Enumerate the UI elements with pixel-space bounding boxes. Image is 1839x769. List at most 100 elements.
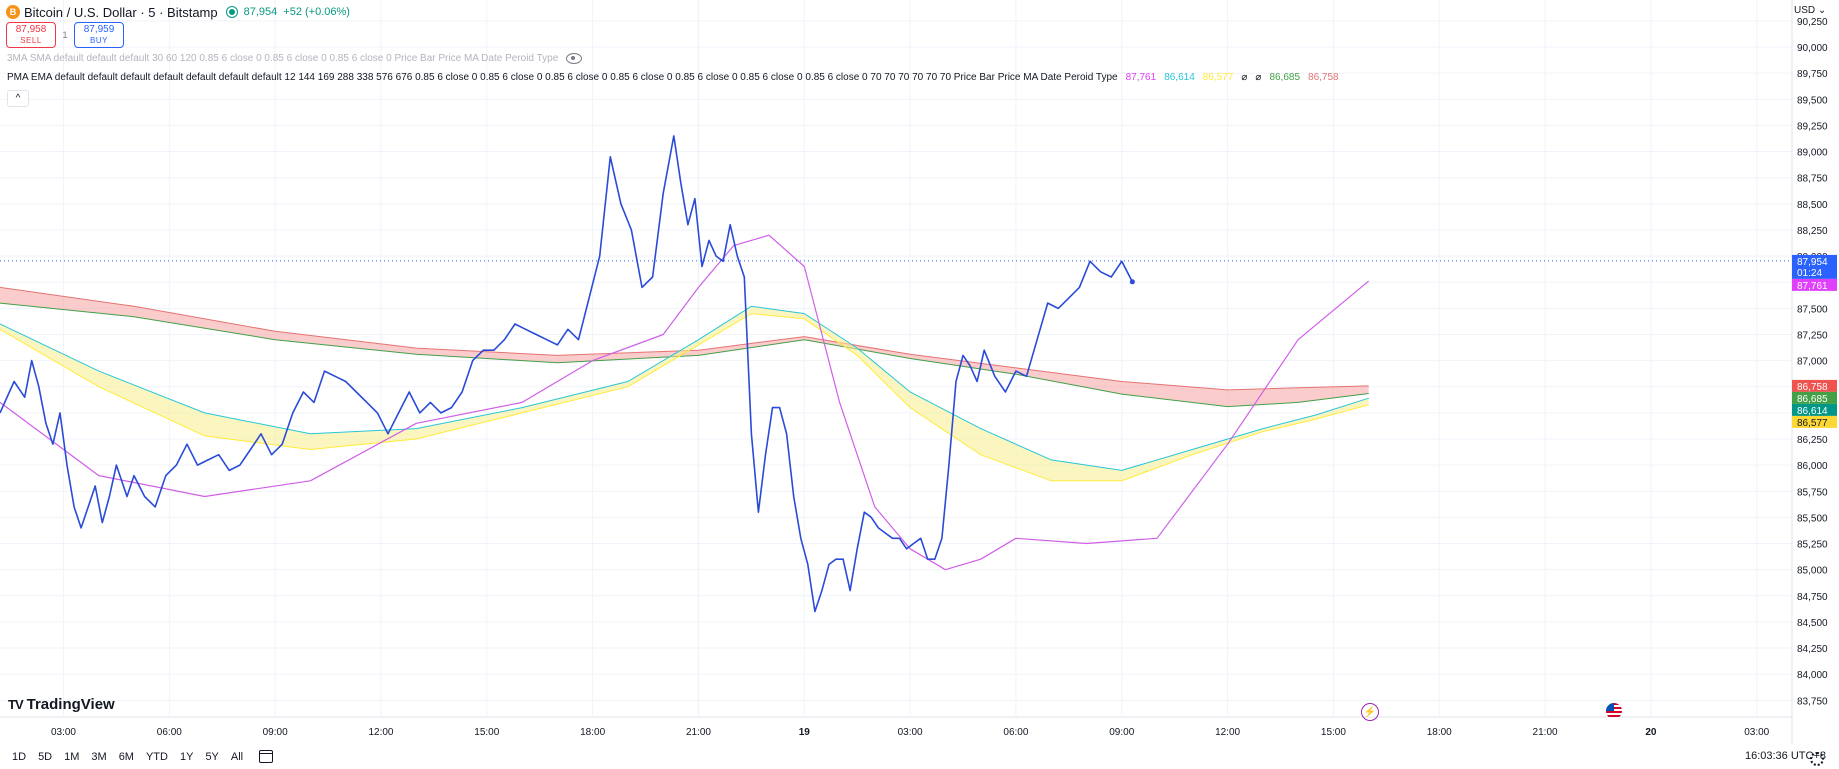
- price-tick-label: 85,250: [1797, 540, 1828, 551]
- fast-ma-line: [0, 234, 1370, 571]
- settings-gear-icon[interactable]: [1810, 752, 1824, 766]
- price-tag-2: 86,758: [1797, 382, 1828, 393]
- time-tick-label: 03:00: [1744, 727, 1769, 738]
- buy-button[interactable]: 87,959 BUY: [74, 22, 124, 48]
- header-change: +52 (+0.06%): [283, 6, 350, 18]
- time-tick-label: 18:00: [580, 727, 605, 738]
- price-tick-label: 88,250: [1797, 226, 1828, 237]
- range-button-5y[interactable]: 5Y: [205, 750, 219, 763]
- clock[interactable]: 16:03:36 UTC+8: [1744, 750, 1826, 762]
- price-tick-label: 87,250: [1797, 330, 1828, 341]
- price-tick-label: 90,250: [1797, 17, 1828, 28]
- price-tick-label: 83,750: [1797, 696, 1828, 707]
- time-tick-label: 09:00: [263, 727, 288, 738]
- tradingview-logo[interactable]: TV TradingView: [8, 696, 115, 713]
- bitcoin-logo-icon: B: [6, 5, 20, 19]
- chevron-up-icon: ^: [15, 93, 21, 104]
- price-tag-bg-1: [1792, 278, 1837, 291]
- symbol-title-row[interactable]: B Bitcoin / U.S. Dollar · 5 · Bitstamp 8…: [6, 4, 350, 20]
- range-button-all[interactable]: All: [230, 750, 244, 763]
- price-tick-label: 89,750: [1797, 69, 1828, 80]
- price-tag-bg-5: [1792, 415, 1837, 428]
- price-axis[interactable]: 83,750 84,000 84,250 84,500 84,750 85,000 85,2…: [1791, 0, 1839, 744]
- collapse-indicators-button[interactable]: ^: [7, 90, 29, 107]
- tradingview-logo-text: TradingView: [26, 696, 115, 713]
- price-tag-1: 87,761: [1797, 281, 1828, 292]
- range-button-1d[interactable]: 1D: [12, 750, 27, 763]
- price-tick-label: 87,500: [1797, 304, 1828, 315]
- price-line: [0, 135, 1134, 613]
- us-flag-event-icon[interactable]: [1606, 703, 1622, 719]
- price-tag-bg-2: [1792, 379, 1837, 392]
- price-tick-label: 84,500: [1797, 618, 1828, 629]
- price-tag-3: 86,685: [1797, 394, 1828, 405]
- last-price-dot: [1129, 279, 1135, 285]
- indicator-value-1: 86,614: [1164, 72, 1195, 83]
- price-tick-label: 85,750: [1797, 487, 1828, 498]
- indicator-value-5: 86,685: [1269, 72, 1301, 83]
- currency-selector[interactable]: USD ⌄: [1794, 5, 1826, 16]
- indicator-value-0: 87,761: [1125, 72, 1157, 83]
- symbol-title[interactable]: Bitcoin / U.S. Dollar · 5 · Bitstamp: [24, 4, 218, 20]
- long-ma-band-edge-b: [0, 286, 1369, 391]
- time-tick-label: 21:00: [1533, 727, 1558, 738]
- time-tick-label: 12:00: [368, 727, 393, 738]
- mid-ma-band: [0, 306, 1369, 481]
- eye-hidden-icon[interactable]: [566, 53, 583, 64]
- time-tick-label: 20: [1645, 727, 1657, 738]
- buy-label: BUY: [90, 36, 108, 45]
- range-button-6m[interactable]: 6M: [118, 750, 134, 763]
- long-ma-band: [0, 287, 1369, 407]
- indicator-pma[interactable]: PMA EMA default default default default …: [7, 72, 1339, 83]
- price-tag-bg-3: [1792, 391, 1837, 404]
- bottom-toolbar: 1D 5D 1M 3M 6M YTD 1Y 5Y All 16:03:36 UTC+8: [0, 744, 1839, 769]
- price-tick-label: 89,000: [1797, 148, 1828, 159]
- header-last-price: 87,954: [243, 6, 278, 18]
- sell-label: SELL: [20, 36, 42, 45]
- range-button-1m[interactable]: 1M: [64, 750, 80, 763]
- price-tag-0: 87,954: [1797, 257, 1828, 268]
- time-tick-label: 18:00: [1427, 727, 1452, 738]
- flash-event-icon[interactable]: ⚡: [1361, 703, 1379, 721]
- range-button-1y[interactable]: 1Y: [179, 750, 194, 763]
- calendar-icon[interactable]: [259, 750, 274, 763]
- indicator-pma-values: 87,761 86,614 86,577 ⌀ ⌀ 86,685 86,758: [1118, 72, 1339, 83]
- indicator-3ma[interactable]: 3MA SMA default default default 30 60 12…: [7, 53, 583, 64]
- range-button-5d[interactable]: 5D: [38, 750, 53, 763]
- mid-ma-band-edge-b: [0, 313, 1369, 482]
- ma-bands: [0, 286, 1369, 482]
- trade-buttons: 87,958 SELL 1 87,959 BUY: [6, 22, 124, 48]
- range-button-3m[interactable]: 3M: [91, 750, 107, 763]
- sell-price: 87,958: [15, 24, 47, 35]
- price-tag-bg-0: [1792, 254, 1837, 279]
- market-open-icon: [225, 6, 238, 18]
- chart-header: B Bitcoin / U.S. Dollar · 5 · Bitstamp 8…: [0, 0, 1790, 110]
- time-tick-label: 09:00: [1109, 727, 1134, 738]
- time-tick-label: 03:00: [898, 727, 923, 738]
- price-tick-label: 87,000: [1797, 357, 1828, 368]
- range-button-ytd[interactable]: YTD: [145, 750, 168, 763]
- time-axis[interactable]: 03:00 06:00 09:00 12:00 15:00 18:00 21:00 19 03:…: [0, 716, 1792, 738]
- time-tick-label: 15:00: [474, 727, 499, 738]
- sell-button[interactable]: 87,958 SELL: [6, 22, 56, 48]
- price-tick-label: 85,500: [1797, 513, 1828, 524]
- chevron-down-icon: ⌄: [1817, 5, 1827, 16]
- price-tick-label: 84,250: [1797, 644, 1828, 655]
- price-tick-label: 89,250: [1797, 121, 1828, 132]
- indicator-3ma-label: 3MA SMA default default default 30 60 12…: [7, 53, 559, 64]
- time-tick-label: 06:00: [1003, 727, 1028, 738]
- price-tick-label: 86,000: [1797, 461, 1828, 472]
- price-tag-5: 86,577: [1797, 418, 1828, 429]
- indicator-value-2: 86,577: [1202, 72, 1234, 83]
- currency-label: USD: [1794, 5, 1816, 16]
- chart-lines: [0, 135, 1370, 613]
- time-tick-label: 03:00: [51, 727, 76, 738]
- indicator-value-3: ⌀: [1241, 72, 1248, 83]
- indicator-pma-label: PMA EMA default default default default …: [7, 72, 1118, 83]
- time-tick-label: 06:00: [157, 727, 182, 738]
- price-tick-label: 84,000: [1797, 670, 1828, 681]
- price-tick-label: 85,000: [1797, 566, 1828, 577]
- price-tick-label: 88,750: [1797, 174, 1828, 185]
